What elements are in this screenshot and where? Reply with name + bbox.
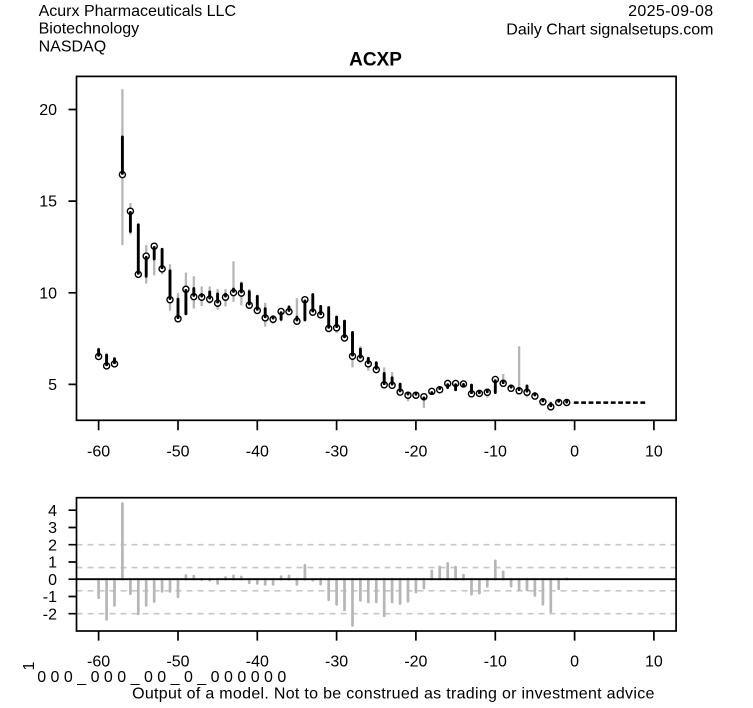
svg-text:-20: -20 — [404, 443, 427, 460]
svg-text:15: 15 — [39, 194, 57, 211]
svg-text:0: 0 — [570, 443, 579, 460]
svg-text:-50: -50 — [166, 654, 189, 671]
svg-text:20: 20 — [39, 102, 57, 119]
svg-text:0: 0 — [570, 654, 579, 671]
svg-text:0 0 0 _ 0 0 0 _ 0 0 _ 0 _ 0 0: 0 0 0 _ 0 0 0 _ 0 0 _ 0 _ 0 0 0 0 0 0 — [37, 669, 286, 686]
svg-text:-10: -10 — [484, 443, 507, 460]
svg-text:Output of a model. Not to be c: Output of a model. Not to be construed a… — [132, 686, 655, 703]
svg-text:-30: -30 — [325, 654, 348, 671]
svg-text:3: 3 — [48, 520, 57, 537]
svg-text:2: 2 — [48, 537, 57, 554]
svg-text:-40: -40 — [246, 654, 269, 671]
svg-text:-40: -40 — [246, 443, 269, 460]
svg-text:-20: -20 — [404, 654, 427, 671]
svg-text:-10: -10 — [484, 654, 507, 671]
svg-text:NASDAQ: NASDAQ — [39, 38, 107, 55]
svg-text:10: 10 — [645, 443, 663, 460]
svg-text:10: 10 — [39, 285, 57, 302]
svg-text:1: 1 — [21, 662, 38, 671]
svg-text:Daily Chart signalsetups.com: Daily Chart signalsetups.com — [506, 22, 713, 39]
svg-text:-60: -60 — [87, 654, 110, 671]
svg-text:-50: -50 — [166, 443, 189, 460]
svg-text:-2: -2 — [43, 606, 57, 623]
svg-text:Biotechnology: Biotechnology — [39, 21, 140, 38]
svg-text:1: 1 — [48, 555, 57, 572]
svg-text:5: 5 — [48, 377, 57, 394]
svg-text:2025-09-08: 2025-09-08 — [628, 3, 713, 20]
svg-text:4: 4 — [48, 503, 57, 520]
svg-text:10: 10 — [645, 654, 663, 671]
svg-text:0: 0 — [48, 572, 57, 589]
svg-text:-60: -60 — [87, 443, 110, 460]
svg-text:Acurx Pharmaceuticals LLC: Acurx Pharmaceuticals LLC — [39, 3, 236, 20]
svg-text:-1: -1 — [43, 589, 57, 606]
svg-text:ACXP: ACXP — [349, 50, 402, 71]
svg-text:-30: -30 — [325, 443, 348, 460]
